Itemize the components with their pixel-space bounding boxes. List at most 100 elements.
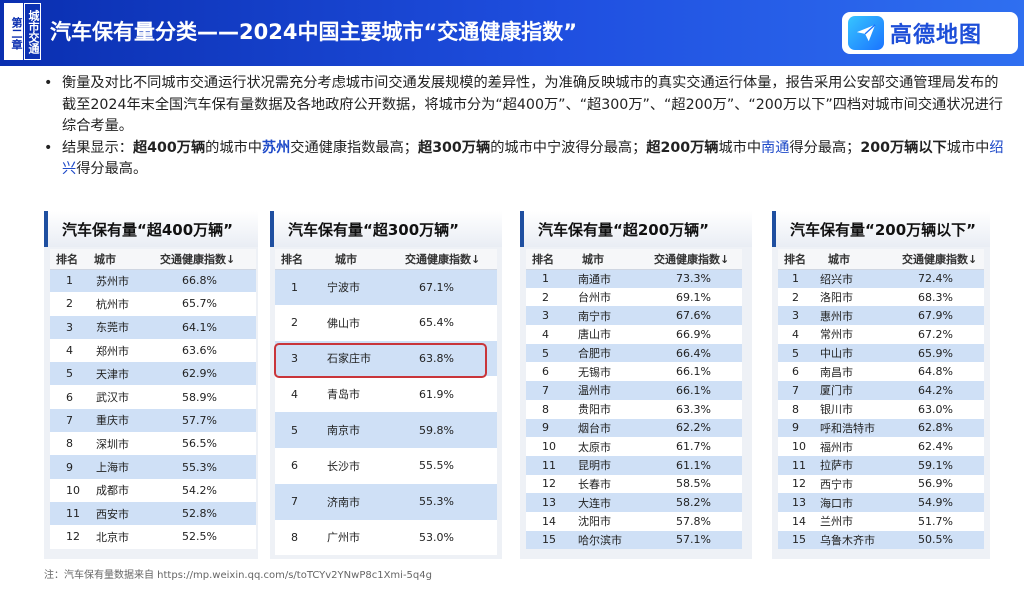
table-row: 4 郑州市 63.6% — [50, 338, 256, 363]
rank-cell: 12 — [778, 474, 818, 494]
index-cell: 73.3% — [654, 269, 742, 288]
city-cell: 苏州市 — [94, 269, 160, 293]
column-header-index: 交通健康指数↓ — [160, 249, 256, 270]
index-cell: 55.3% — [160, 455, 256, 479]
results-city-shaoxing: 绍兴 — [62, 139, 1004, 178]
column-header-index: 交通健康指数↓ — [902, 249, 984, 270]
index-cell: 61.9% — [405, 376, 497, 413]
city-cell: 常州市 — [818, 325, 902, 344]
rank-cell: 7 — [526, 381, 572, 400]
rank-cell: 11 — [778, 455, 818, 475]
index-cell: 62.8% — [902, 418, 984, 438]
table-row: 6 南昌市 64.8% — [778, 362, 984, 382]
chapter-topic-label: 城市交通 — [24, 3, 41, 60]
index-cell: 57.1% — [654, 530, 742, 550]
index-cell: 67.1% — [405, 269, 497, 305]
table-row: 10 福州市 62.4% — [778, 437, 984, 456]
index-cell: 69.1% — [654, 287, 742, 307]
index-cell: 56.9% — [902, 474, 984, 494]
table-row: 1 绍兴市 72.4% — [778, 269, 984, 288]
rank-cell: 11 — [50, 501, 94, 526]
index-cell: 62.9% — [160, 362, 256, 386]
city-cell: 北京市 — [94, 525, 160, 549]
city-cell: 成都市 — [94, 478, 160, 502]
rank-cell: 5 — [778, 343, 818, 363]
table-row: 7 重庆市 57.7% — [50, 408, 256, 433]
column-header-city: 城市 — [818, 249, 902, 270]
city-cell: 西宁市 — [818, 474, 902, 494]
table-row: 1 南通市 73.3% — [526, 269, 742, 288]
header-banner: 第二章 城市交通 汽车保有量分类——2024中国主要城市“交通健康指数” 高德地… — [0, 0, 1024, 66]
table-row: 13 海口市 54.9% — [778, 493, 984, 512]
results-tier-300: 超300万辆 — [418, 139, 491, 156]
table-row: 11 拉萨市 59.1% — [778, 455, 984, 475]
results-tier-under-200: 200万辆以下 — [860, 139, 947, 156]
chapter-label: 第二章 — [4, 3, 23, 60]
index-cell: 63.8% — [405, 340, 497, 377]
rank-cell: 14 — [526, 511, 572, 531]
rank-cell: 15 — [778, 530, 818, 550]
city-cell: 杭州市 — [94, 292, 160, 316]
city-cell: 合肥市 — [572, 343, 654, 363]
table-row: 2 洛阳市 68.3% — [778, 287, 984, 307]
column-header-rank: 排名 — [275, 249, 321, 270]
city-cell: 上海市 — [94, 455, 160, 479]
table-title: 汽车保有量“200万辆以下” — [772, 211, 990, 247]
city-cell: 太原市 — [572, 437, 654, 456]
rank-cell: 6 — [778, 362, 818, 382]
table-row: 4 常州市 67.2% — [778, 325, 984, 344]
table-row: 9 烟台市 62.2% — [526, 418, 742, 438]
results-text: 得分最高。 — [76, 161, 148, 177]
table-row: 12 西宁市 56.9% — [778, 474, 984, 494]
rank-cell: 2 — [50, 292, 94, 316]
logo-text: 高德地图 — [890, 23, 983, 48]
rank-cell: 1 — [50, 269, 94, 293]
city-cell: 烟台市 — [572, 418, 654, 438]
city-cell: 广州市 — [321, 519, 405, 556]
index-cell: 67.6% — [654, 306, 742, 326]
rank-cell: 2 — [778, 287, 818, 307]
city-cell: 中山市 — [818, 343, 902, 363]
index-cell: 58.2% — [654, 493, 742, 512]
table-row: 1 苏州市 66.8% — [50, 269, 256, 293]
rank-cell: 5 — [275, 412, 321, 448]
table-row: 6 长沙市 55.5% — [275, 447, 497, 484]
city-cell: 石家庄市 — [321, 340, 405, 377]
index-cell: 52.5% — [160, 525, 256, 549]
column-header-city: 城市 — [321, 249, 405, 270]
rank-cell: 4 — [50, 338, 94, 363]
index-cell: 52.8% — [160, 501, 256, 526]
rank-cell: 4 — [526, 325, 572, 344]
table-row: 3 惠州市 67.9% — [778, 306, 984, 326]
index-cell: 53.0% — [405, 519, 497, 556]
table-row: 14 兰州市 51.7% — [778, 511, 984, 531]
rank-cell: 3 — [50, 315, 94, 339]
table-row: 5 中山市 65.9% — [778, 343, 984, 363]
table-row: 11 昆明市 61.1% — [526, 455, 742, 475]
city-cell: 佛山市 — [321, 304, 405, 341]
page-title: 汽车保有量分类——2024中国主要城市“交通健康指数” — [50, 20, 578, 44]
city-cell: 洛阳市 — [818, 287, 902, 307]
city-cell: 郑州市 — [94, 338, 160, 363]
city-cell: 重庆市 — [94, 408, 160, 433]
table-card-over-200: 汽车保有量“超200万辆” 排名 城市 交通健康指数↓ 1 南通市 73.3% 2 台州… — [520, 211, 752, 559]
index-cell: 61.7% — [654, 437, 742, 456]
results-city-suzhou: 苏州 — [261, 139, 291, 156]
paper-plane-logo-icon — [848, 16, 884, 50]
ranking-table: 排名 城市 交通健康指数↓ 1 绍兴市 72.4% 2 洛阳市 68.3% 3 惠州市 67.9… — [778, 249, 984, 550]
index-cell: 61.1% — [654, 455, 742, 475]
city-cell: 天津市 — [94, 362, 160, 386]
index-cell: 54.9% — [902, 493, 984, 512]
city-cell: 大连市 — [572, 493, 654, 512]
city-cell: 温州市 — [572, 381, 654, 400]
index-cell: 62.4% — [902, 437, 984, 456]
rank-cell: 10 — [526, 437, 572, 456]
rank-cell: 7 — [778, 381, 818, 400]
city-cell: 宁波市 — [321, 269, 405, 305]
index-cell: 63.3% — [654, 399, 742, 419]
city-cell: 南宁市 — [572, 306, 654, 326]
table-row: 5 天津市 62.9% — [50, 362, 256, 386]
table-row: 4 青岛市 61.9% — [275, 376, 497, 413]
rank-cell: 13 — [526, 493, 572, 512]
rank-cell: 4 — [275, 376, 321, 413]
